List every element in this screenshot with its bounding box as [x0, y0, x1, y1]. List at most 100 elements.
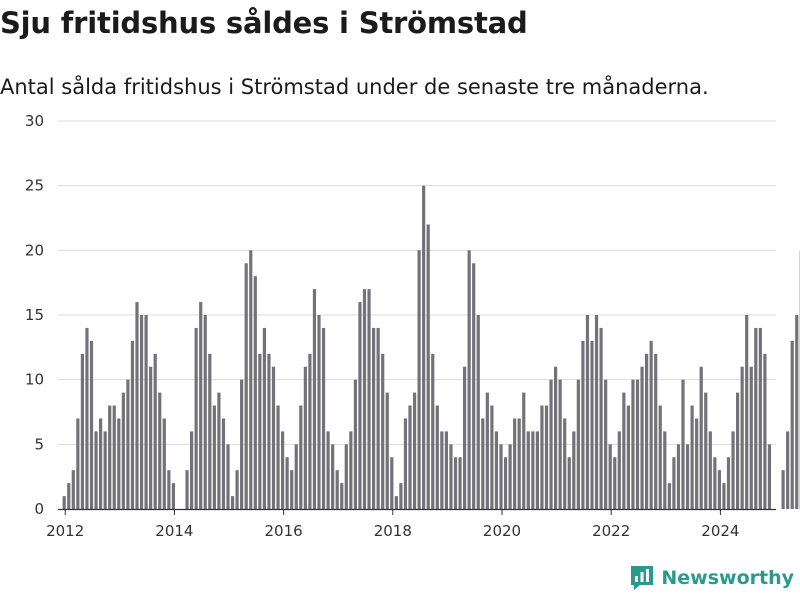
bar [540, 405, 544, 509]
bar [89, 340, 94, 509]
bar [567, 457, 571, 509]
bar [676, 444, 681, 509]
bar [76, 418, 80, 509]
bar [353, 379, 357, 509]
bar [253, 276, 257, 509]
bar [581, 340, 585, 509]
bar [349, 431, 353, 509]
bar [62, 496, 66, 509]
bar [635, 379, 640, 509]
bar [440, 431, 444, 509]
bar [435, 405, 439, 509]
bar [344, 444, 348, 509]
bar [226, 444, 230, 509]
bar [194, 327, 198, 509]
bar [217, 392, 221, 509]
newsworthy-logo-icon [631, 566, 654, 590]
bar [485, 392, 489, 509]
bar [631, 379, 635, 509]
bar [112, 405, 116, 509]
y-tick-label: 15 [25, 306, 44, 324]
bar [117, 418, 121, 509]
bar [576, 379, 580, 509]
bar [162, 418, 166, 509]
bar [367, 289, 371, 509]
bar [481, 418, 485, 509]
bar [290, 470, 294, 509]
bar [458, 457, 462, 509]
bar [745, 315, 749, 509]
bar [622, 392, 626, 509]
bar [230, 496, 235, 509]
bar [276, 405, 280, 509]
bar [681, 379, 685, 509]
bar [645, 353, 649, 509]
x-tick-label: 2020 [483, 522, 521, 540]
bar [144, 315, 148, 509]
bar [203, 315, 207, 509]
bar [158, 392, 162, 509]
x-tick-label: 2022 [592, 522, 630, 540]
bar [572, 431, 576, 509]
bar [221, 418, 226, 509]
bar [381, 353, 385, 509]
bar [317, 315, 321, 509]
bar [449, 444, 453, 509]
bar [321, 327, 326, 509]
bar [590, 340, 594, 509]
bar [585, 315, 590, 509]
bars [62, 185, 800, 510]
bar [303, 366, 307, 509]
y-tick-label: 25 [25, 177, 44, 195]
y-tick-label: 0 [34, 500, 44, 518]
bar [672, 457, 676, 509]
bar [285, 457, 289, 509]
bar [535, 431, 539, 509]
bar [108, 405, 112, 509]
bar [240, 379, 244, 509]
bar [467, 250, 471, 509]
y-tick-label: 10 [25, 371, 44, 389]
bar [517, 418, 521, 509]
x-tick-label: 2018 [374, 522, 412, 540]
bar [431, 353, 435, 509]
y-tick-label: 5 [34, 435, 44, 453]
x-tick-label: 2012 [46, 522, 84, 540]
bar [271, 366, 276, 509]
bar [130, 340, 135, 509]
bar [399, 483, 403, 509]
bar [649, 340, 653, 509]
bar [340, 483, 344, 509]
bar [408, 405, 412, 509]
bar [613, 457, 617, 509]
bar [249, 250, 253, 509]
bar [412, 392, 417, 509]
bar [121, 392, 125, 509]
bar [667, 483, 671, 509]
bar [626, 405, 630, 509]
bar [695, 418, 699, 509]
bar [403, 418, 408, 509]
newsworthy-logo[interactable]: Newsworthy [629, 564, 794, 592]
bar [731, 431, 735, 509]
bar [267, 353, 271, 509]
bar [763, 353, 767, 509]
brand-name: Newsworthy [661, 567, 794, 589]
bar [312, 289, 317, 509]
bar [654, 353, 658, 509]
bar [362, 289, 367, 509]
bar [444, 431, 448, 509]
bar [704, 392, 708, 509]
y-tick-label: 20 [25, 241, 44, 259]
bar [190, 431, 194, 509]
bar [617, 431, 621, 509]
bar [199, 302, 203, 509]
bar [390, 457, 394, 509]
bar [685, 444, 690, 509]
bar [258, 353, 262, 509]
bar [71, 470, 75, 509]
bar [376, 327, 380, 509]
bar [526, 431, 530, 509]
bar [781, 470, 785, 509]
x-tick-label: 2014 [155, 522, 193, 540]
